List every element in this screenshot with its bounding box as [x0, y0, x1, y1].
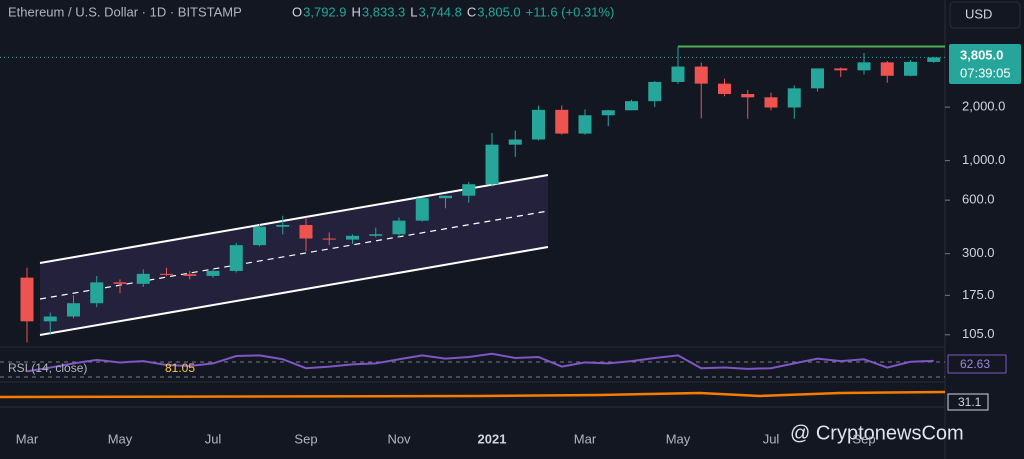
- candle-body: [764, 97, 778, 108]
- candle-body: [253, 226, 266, 246]
- ohlc-value: 3,833.3: [362, 4, 405, 19]
- ohlc-value: 3,744.8: [419, 4, 462, 19]
- rsi-line: [26, 352, 934, 373]
- ohlc-value: 3,792.9: [303, 4, 346, 19]
- rsi-ma: 81.05: [165, 361, 195, 375]
- candle-body: [369, 234, 383, 236]
- candle-body: [322, 238, 336, 240]
- y-tick-label: 175.0: [962, 287, 995, 302]
- x-tick-label: May: [108, 431, 133, 446]
- candle-body: [578, 115, 592, 134]
- currency: USD: [965, 6, 992, 21]
- candle-body: [276, 224, 290, 227]
- x-tick-label: May: [666, 431, 691, 446]
- candle-body: [508, 139, 522, 145]
- watermark: @ CryptonewsCom: [790, 422, 964, 444]
- candle-body: [90, 282, 104, 304]
- candle-body: [671, 66, 685, 82]
- candle-body: [532, 109, 545, 140]
- candle-body: [439, 195, 452, 199]
- candle-body: [625, 101, 638, 111]
- change: +11.6 (+0.31%): [526, 4, 615, 19]
- candle-body: [462, 184, 476, 196]
- x-tick-label: Mar: [574, 431, 597, 446]
- candle-body: [880, 62, 894, 76]
- y-tick-label: 2,000.0: [962, 99, 1005, 114]
- rsi-value: 62.63: [960, 357, 990, 371]
- y-tick-label: 1,000.0: [962, 152, 1005, 167]
- candle-body: [299, 224, 313, 239]
- candle-body: [694, 66, 708, 84]
- indicator-line: [0, 390, 946, 399]
- x-tick-label: Jul: [205, 431, 222, 446]
- candle-body: [601, 110, 615, 116]
- candle-body: [904, 61, 917, 76]
- candle-body: [648, 81, 662, 102]
- candle-body: [206, 270, 220, 276]
- ohlc-key: H: [352, 4, 361, 19]
- candle-body: [555, 109, 569, 134]
- second-tag: [947, 393, 989, 411]
- candle-body: [136, 273, 150, 284]
- candle-body: [229, 245, 243, 271]
- y-tick-label: 105.0: [962, 326, 995, 341]
- candle-body: [857, 62, 871, 71]
- ohlc-key: C: [467, 4, 476, 19]
- candle-body: [20, 277, 34, 322]
- channel-lower: [39, 246, 549, 336]
- countdown: 07:39:05: [960, 65, 1011, 80]
- candle-body: [485, 144, 499, 185]
- last-price: 3,805.0: [960, 47, 1003, 62]
- candle-body: [67, 303, 80, 317]
- candle-body: [787, 88, 801, 108]
- candle-body: [183, 274, 197, 276]
- rsi-tag: [947, 354, 1007, 374]
- candle-body: [834, 68, 848, 71]
- ohlc-value: 3,805.0: [477, 4, 520, 19]
- y-tick-label: 600.0: [962, 192, 995, 207]
- currency-button[interactable]: [949, 1, 1021, 29]
- channel-mid: [39, 210, 549, 300]
- candle-body: [43, 316, 57, 322]
- x-tick-label: Sep: [294, 431, 317, 446]
- x-tick-label: Sep: [852, 431, 875, 446]
- x-tick-label: Nov: [387, 431, 411, 446]
- candle-body: [346, 235, 359, 240]
- price-tag: [949, 44, 1021, 84]
- ohlc-key: O: [292, 4, 302, 19]
- candle-body: [113, 282, 127, 284]
- x-tick-label: Mar: [16, 431, 39, 446]
- candle-body: [927, 57, 941, 62]
- y-tick-label: 300.0: [962, 245, 995, 260]
- candle-body: [718, 83, 731, 94]
- symbol: Ethereum / U.S. Dollar · 1D · BITSTAMP: [8, 4, 242, 19]
- candle-body: [415, 198, 429, 221]
- second-value: 31.1: [958, 395, 982, 409]
- candle-body: [741, 93, 755, 98]
- rsi-title: RSI (14, close): [8, 361, 87, 375]
- candle-body: [160, 273, 173, 275]
- x-tick-label: Jul: [763, 431, 780, 446]
- ohlc-key: L: [410, 4, 417, 19]
- candle-body: [392, 220, 406, 235]
- x-tick-label: 2021: [478, 431, 507, 446]
- candle-body: [811, 68, 824, 89]
